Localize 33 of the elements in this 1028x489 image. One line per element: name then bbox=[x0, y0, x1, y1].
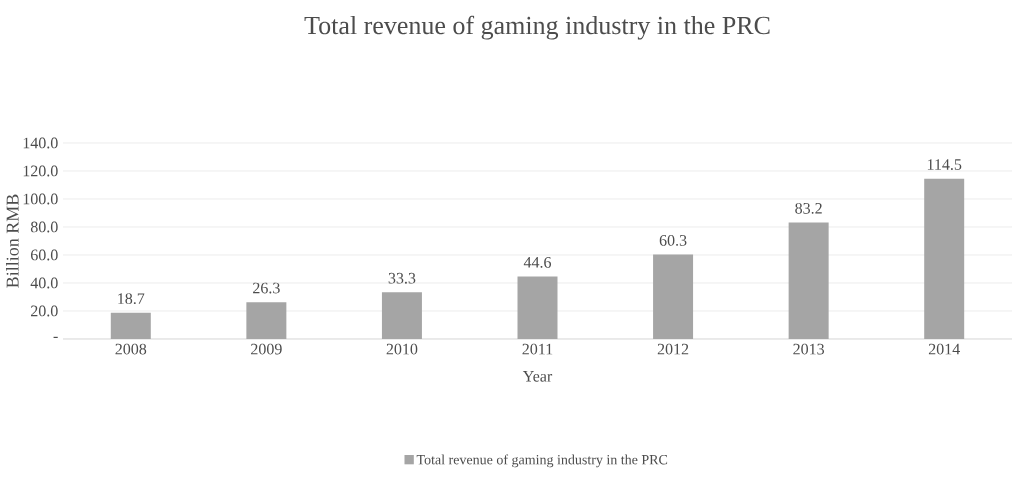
x-tick-label: 2010 bbox=[386, 343, 418, 355]
y-axis-title: Billion RMB bbox=[6, 194, 19, 288]
bar bbox=[246, 302, 287, 339]
bar bbox=[381, 292, 422, 339]
data-label: 60.3 bbox=[659, 234, 687, 246]
bar bbox=[517, 276, 558, 339]
bar bbox=[110, 312, 151, 339]
y-tick-label: 140.0 bbox=[23, 137, 58, 149]
x-tick-label: 2008 bbox=[115, 343, 147, 355]
bar bbox=[788, 222, 829, 339]
y-tick-label: 100.0 bbox=[23, 193, 58, 205]
y-tick-label: 120.0 bbox=[23, 165, 58, 177]
x-tick-label: 2014 bbox=[928, 343, 960, 355]
y-tick-label: 60.0 bbox=[30, 249, 58, 261]
x-axis-title: Year bbox=[522, 371, 553, 382]
y-tick-label: 20.0 bbox=[31, 305, 58, 317]
data-label: 44.6 bbox=[523, 257, 552, 268]
y-tick-label: 80.0 bbox=[30, 221, 58, 233]
data-label: 83.2 bbox=[795, 202, 822, 214]
x-tick-label: 2012 bbox=[657, 343, 689, 355]
bar bbox=[924, 178, 965, 339]
data-label: 33.3 bbox=[388, 272, 416, 284]
data-label: 18.7 bbox=[118, 293, 145, 305]
y-tick-label: - bbox=[53, 336, 58, 338]
x-tick-label: 2009 bbox=[251, 343, 282, 355]
legend-label: Total revenue of gaming industry in the PRC bbox=[416, 454, 668, 468]
x-tick-label: 2013 bbox=[793, 343, 825, 355]
y-tick-label: 40.0 bbox=[30, 277, 58, 289]
data-label: 26.3 bbox=[253, 282, 280, 294]
chart-title: Total revenue of gaming industry in the PRC bbox=[304, 15, 770, 40]
bar bbox=[653, 254, 694, 339]
data-label: 114.5 bbox=[927, 159, 962, 170]
x-tick-label: 2011 bbox=[522, 343, 553, 355]
